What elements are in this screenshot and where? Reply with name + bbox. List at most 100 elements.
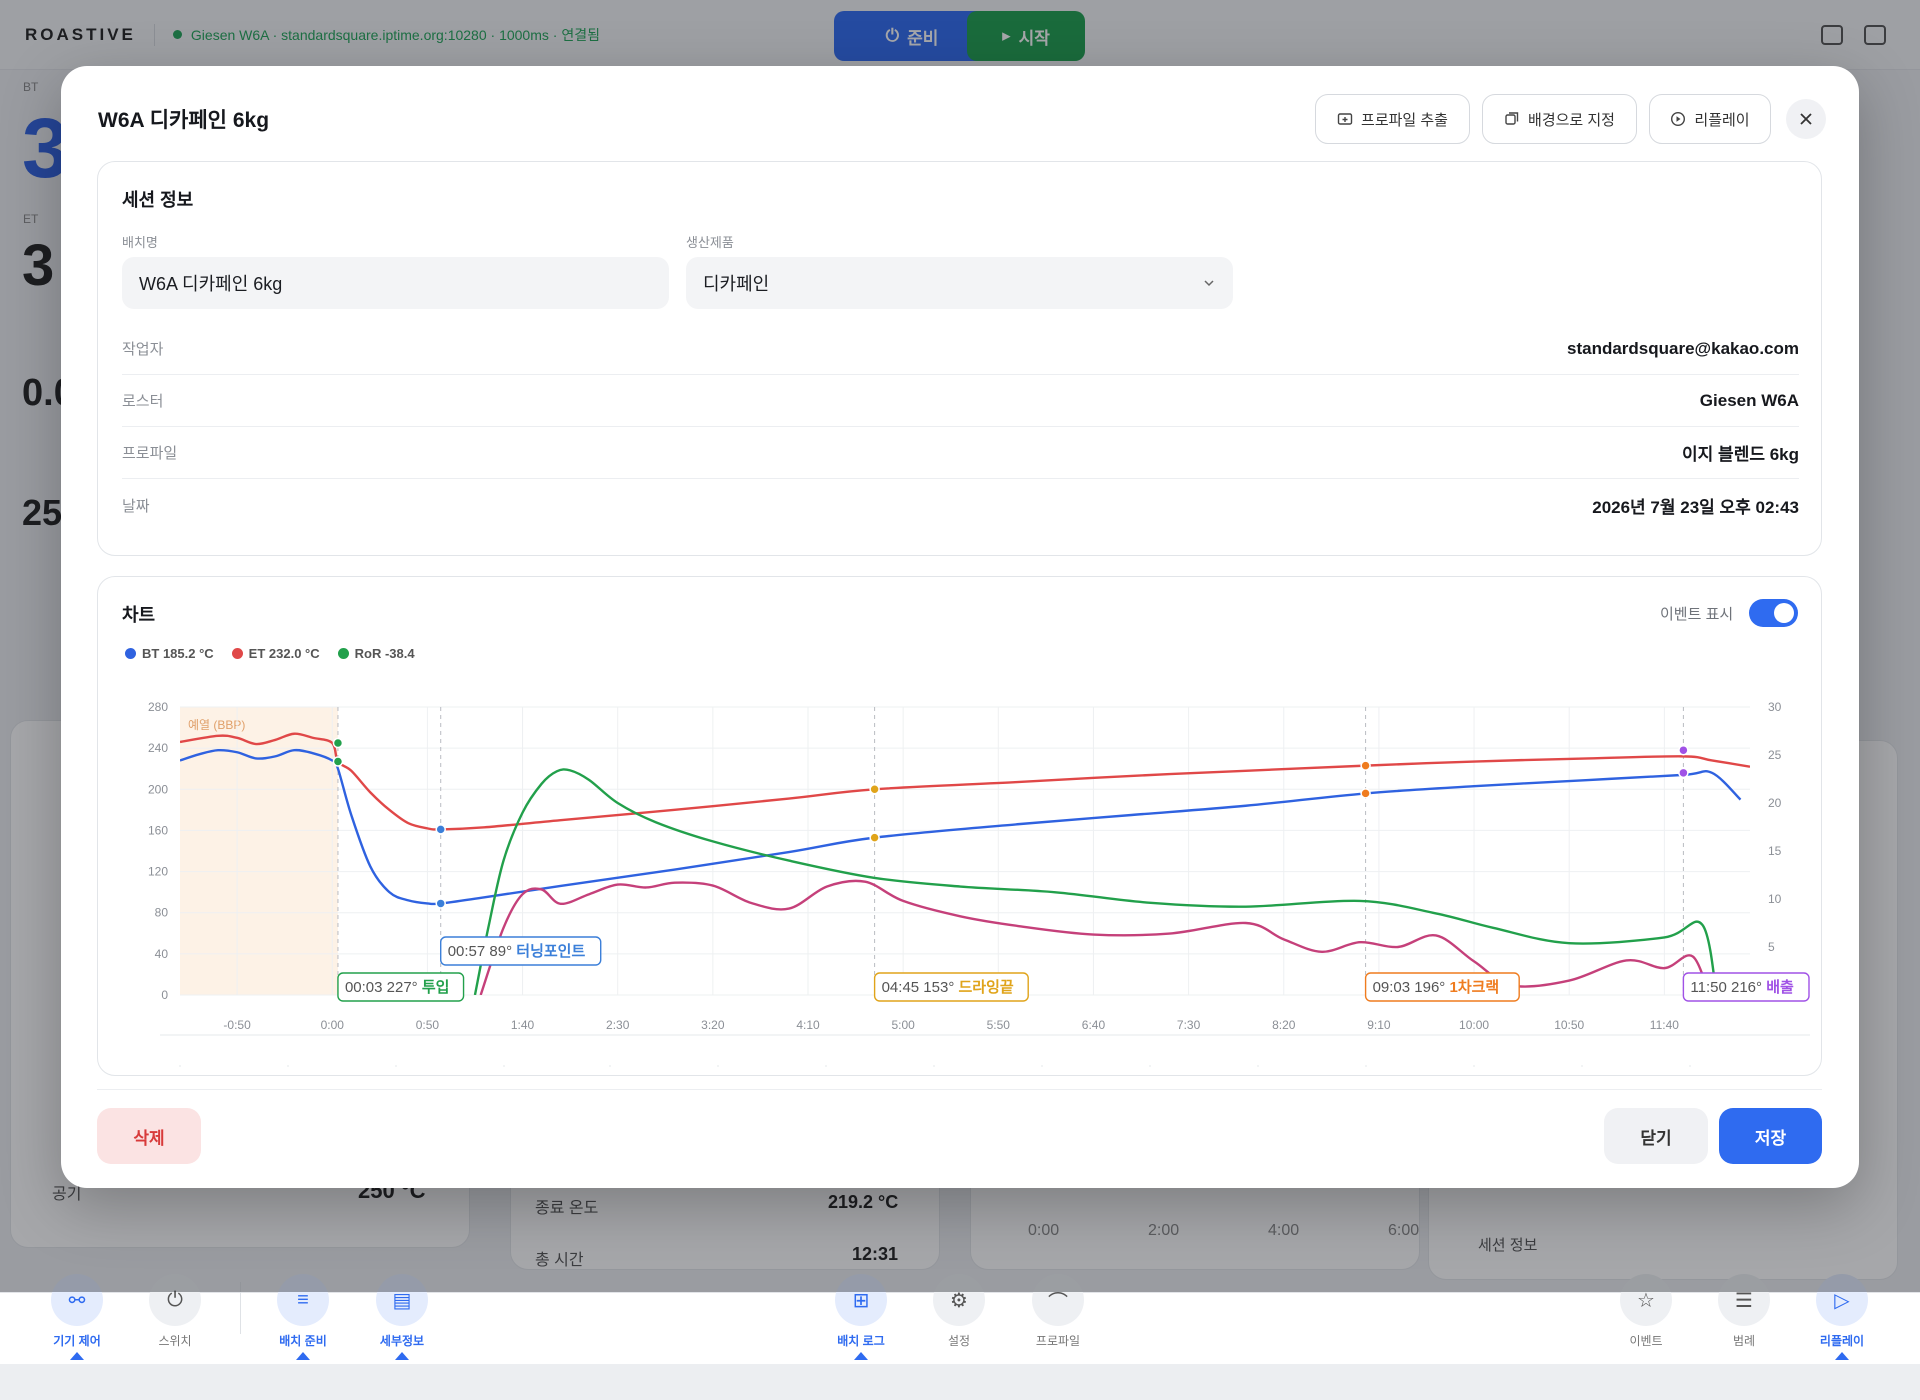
y-left-tick-label: 160 xyxy=(148,823,168,837)
y-left-tick-label: 120 xyxy=(148,865,168,879)
y-left-tick-label: 280 xyxy=(148,700,168,714)
batch-name-input[interactable] xyxy=(122,257,669,309)
roaster-label: 로스터 xyxy=(122,393,164,410)
star-icon: ☆ xyxy=(1620,1274,1672,1326)
x-tick-label: 0:00 xyxy=(321,1018,345,1032)
y-right-tick-label: 25 xyxy=(1768,748,1782,762)
x-tick-label: 5:00 xyxy=(891,1018,915,1032)
y-right-tick-label: 15 xyxy=(1768,844,1782,858)
et-readout-label: ET xyxy=(23,212,39,226)
mini-chart-tick: 2:00 xyxy=(1148,1222,1180,1239)
event-marker-bt xyxy=(869,832,880,843)
et-readout-value: 3 xyxy=(22,233,55,298)
power-icon: ⏻ xyxy=(149,1274,201,1326)
x-tick-label: 5:50 xyxy=(987,1018,1011,1032)
nav-label: 배치 로그 xyxy=(837,1334,885,1348)
nav-replay[interactable]: ▷ 리플레이 xyxy=(1797,1274,1887,1360)
series-et-line xyxy=(180,732,1750,831)
nav-events[interactable]: ☆ 이벤트 xyxy=(1601,1274,1691,1349)
event-marker-bt xyxy=(332,756,344,767)
legend-et-label: ET 232.0 °C xyxy=(248,646,320,661)
legend-bt[interactable]: BT 185.2 °C xyxy=(125,646,214,661)
nav-legend[interactable]: ☰ 범례 xyxy=(1699,1274,1789,1349)
total-time-value: 12:31 xyxy=(852,1244,899,1264)
prepare-button-label: 준비 xyxy=(907,28,939,48)
y-left-tick-label: 80 xyxy=(155,906,169,920)
series-bt-line xyxy=(180,748,1742,906)
nav-switch[interactable]: ⏻ 스위치 xyxy=(130,1274,220,1349)
operator-label: 작업자 xyxy=(122,341,164,358)
columns-icon[interactable] xyxy=(1864,25,1886,45)
connection-status-dot xyxy=(172,30,182,39)
event-label[interactable]: 11:50 216° 배출 xyxy=(1682,972,1810,1002)
save-button[interactable]: 저장 xyxy=(1719,1108,1822,1164)
x-tick-label: 2:30 xyxy=(606,1018,630,1032)
panel-toggle-icon[interactable] xyxy=(1821,25,1843,45)
product-select[interactable]: 디카페인 xyxy=(686,257,1233,309)
start-button[interactable]: ▸ 시작 xyxy=(967,11,1085,61)
roaster-row: 로스터 Giesen W6A xyxy=(122,375,1799,427)
close-modal-button[interactable] xyxy=(1786,99,1826,139)
preheat-region-label: 예열 (BBP) xyxy=(188,718,245,732)
folder-export-icon xyxy=(1337,113,1353,125)
event-label-box xyxy=(873,972,1029,1002)
event-label[interactable]: 04:45 153° 드라잉끝 xyxy=(873,972,1029,1002)
replay-button[interactable]: 리플레이 xyxy=(1649,94,1771,144)
nav-batch-log[interactable]: ⊞ 배치 로그 xyxy=(816,1274,906,1360)
x-tick-label: 3:20 xyxy=(701,1018,725,1032)
nav-label: 범례 xyxy=(1732,1334,1756,1348)
series-delta-line xyxy=(479,879,1711,995)
x-tick-label: 1:40 xyxy=(511,1018,535,1032)
set-background-label: 배경으로 지정 xyxy=(1528,111,1615,129)
total-time-label: 총 시간 xyxy=(535,1252,584,1269)
date-value: 2026년 7월 23일 오후 02:43 xyxy=(1592,497,1799,517)
play-icon: ▷ xyxy=(1816,1274,1868,1326)
nav-divider xyxy=(240,1282,241,1334)
event-label-text: 11:50 216° 배출 xyxy=(1690,979,1794,996)
event-marker-bt xyxy=(1360,788,1371,799)
power-icon: ⏻ xyxy=(885,26,900,45)
nav-settings[interactable]: ⚙ 설정 xyxy=(914,1274,1004,1349)
nav-label: 설정 xyxy=(947,1334,971,1348)
legend-et[interactable]: ET 232.0 °C xyxy=(231,646,320,661)
session-info-card: 세션 정보 배치명 생산제품 디카페인 작업자 standardsquare@k… xyxy=(97,161,1822,556)
bt-readout-value: 3 xyxy=(22,101,69,195)
legend-ror[interactable]: RoR -38.4 xyxy=(337,646,415,661)
session-info-collapsed[interactable]: 세션 정보 xyxy=(1478,1237,1538,1254)
event-label[interactable]: 00:03 227° 투입 xyxy=(337,972,465,1002)
legend-bt-label: BT 185.2 °C xyxy=(142,646,214,661)
set-background-button[interactable]: 배경으로 지정 xyxy=(1482,94,1637,144)
event-label[interactable]: 00:57 89° 터닝포인트 xyxy=(440,936,602,966)
nav-batch-prep[interactable]: ≡ 배치 준비 xyxy=(258,1274,348,1360)
prepare-button[interactable]: ⏻ 준비 xyxy=(834,11,990,61)
date-row: 날짜 2026년 7월 23일 오후 02:43 xyxy=(122,479,1799,531)
export-profile-button[interactable]: 프로파일 추출 xyxy=(1315,94,1470,144)
x-tick-label: 0:50 xyxy=(416,1018,440,1032)
active-indicator xyxy=(296,1352,310,1360)
delete-button[interactable]: 삭제 xyxy=(97,1108,201,1164)
event-marker-et xyxy=(869,784,880,795)
nav-label: 리플레이 xyxy=(1819,1334,1865,1348)
nav-details[interactable]: ▤ 세부정보 xyxy=(357,1274,447,1360)
nav-profile[interactable]: ⌒ 프로파일 xyxy=(1013,1274,1103,1349)
y-left-tick-label: 240 xyxy=(148,741,168,755)
chevron-down-icon xyxy=(1204,280,1214,287)
curve-icon: ⌒ xyxy=(1032,1274,1084,1326)
mini-chart-tick: 4:00 xyxy=(1268,1222,1300,1239)
event-label[interactable]: 09:03 196° 1차크랙 xyxy=(1364,972,1520,1002)
end-temp-label: 종료 온도 xyxy=(535,1200,599,1217)
modal-title: W6A 디카페인 6kg xyxy=(98,109,270,132)
y-right-tick-label: 20 xyxy=(1768,796,1782,810)
nav-device-control[interactable]: ⚯ 기기 제어 xyxy=(32,1274,122,1360)
roast-chart[interactable]: 예열 (BBP)04080120160200240280051015202530… xyxy=(98,677,1823,1067)
nav-label: 세부정보 xyxy=(379,1334,425,1348)
event-marker-et xyxy=(1360,760,1371,771)
y-right-tick-label: 5 xyxy=(1768,940,1775,954)
y-right-tick-label: 10 xyxy=(1768,892,1782,906)
nav-label: 스위치 xyxy=(158,1334,192,1348)
event-toggle[interactable] xyxy=(1749,599,1798,627)
event-marker-et xyxy=(1678,744,1689,756)
event-label-text: 04:45 153° 드라잉끝 xyxy=(882,978,1014,996)
nav-label: 이벤트 xyxy=(1629,1334,1663,1348)
close-button[interactable]: 닫기 xyxy=(1604,1108,1708,1164)
